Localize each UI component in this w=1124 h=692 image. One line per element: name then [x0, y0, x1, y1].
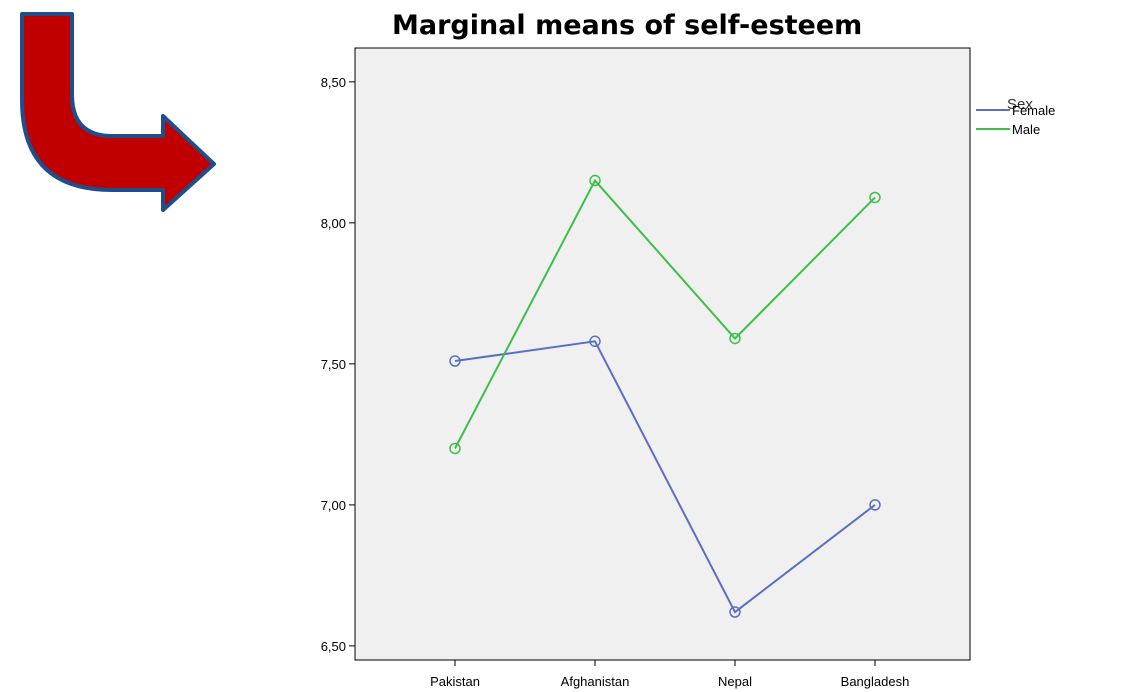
legend-label-female: Female	[1012, 103, 1055, 118]
data-point-male	[449, 442, 461, 455]
y-axis: 6,50 7,00 7,50 8,00 8,50	[321, 75, 355, 654]
series-line-female	[454, 340, 876, 614]
y-tick-label: 8,50	[321, 75, 346, 90]
y-tick-label: 6,50	[321, 639, 346, 654]
legend-label-male: Male	[1012, 122, 1040, 137]
plot-area	[354, 47, 971, 661]
data-point-male	[589, 174, 601, 187]
data-point-female	[869, 499, 881, 511]
series-layer	[449, 174, 881, 618]
x-tick-label: Nepal	[718, 674, 752, 689]
y-tick-label: 8,00	[321, 216, 346, 231]
y-tick-label: 7,50	[321, 357, 346, 372]
legend: Sex Female Male	[976, 96, 1055, 137]
legend-title: Sex	[1007, 96, 1033, 113]
data-point-male	[729, 332, 741, 345]
data-point-female	[729, 606, 741, 618]
x-tick-label: Pakistan	[430, 674, 480, 689]
x-tick-label: Afghanistan	[561, 674, 630, 689]
red-arrow-graphic	[20, 12, 216, 212]
x-axis: Pakistan Afghanistan Nepal Bangladesh	[430, 660, 909, 689]
chart-title: Marginal means of self-esteem	[392, 10, 863, 41]
data-point-male	[869, 191, 881, 204]
data-point-female	[589, 335, 601, 348]
curved-arrow-shape	[20, 12, 216, 212]
series-male	[449, 174, 881, 455]
data-point-female	[449, 355, 461, 367]
series-female	[449, 335, 881, 618]
y-tick-label: 7,00	[321, 498, 346, 513]
x-tick-label: Bangladesh	[841, 674, 910, 689]
series-line-male	[454, 178, 876, 449]
